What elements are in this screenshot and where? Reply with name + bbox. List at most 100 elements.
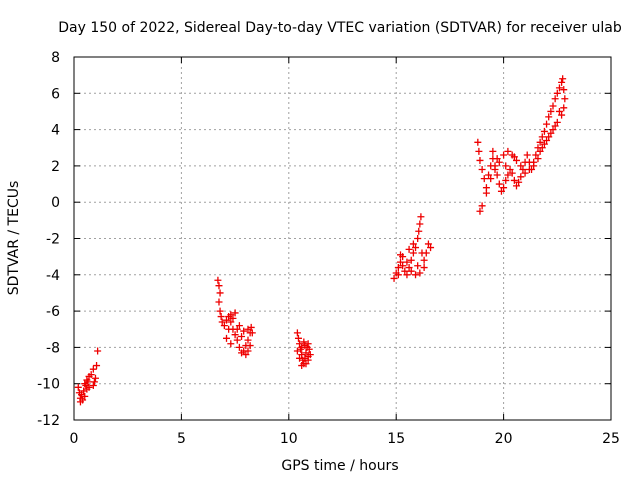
data-point [216, 307, 224, 315]
grid-lines [74, 57, 611, 420]
data-point [551, 122, 559, 130]
data-point [304, 352, 312, 360]
data-point [543, 120, 551, 128]
data-point [233, 325, 241, 333]
data-point [305, 345, 313, 353]
data-point [512, 156, 520, 164]
y-tick-label: -10 [37, 377, 60, 393]
data-point [235, 322, 243, 330]
data-point [534, 155, 542, 163]
data-point [409, 249, 417, 257]
data-point [244, 347, 252, 355]
data-point [512, 182, 520, 190]
data-point [415, 227, 423, 235]
x-axis: 0 5 10 15 20 25 [70, 57, 620, 447]
data-point [502, 162, 510, 170]
data-point [510, 176, 518, 184]
data-point [474, 138, 482, 146]
data-point [394, 271, 402, 279]
data-point [301, 342, 309, 350]
data-point [76, 398, 84, 406]
data-point [293, 347, 301, 355]
data-point [504, 171, 512, 179]
y-tick-label: -6 [46, 304, 60, 320]
data-point [424, 240, 432, 248]
data-point [89, 382, 97, 390]
data-point [94, 347, 102, 355]
data-point [502, 176, 510, 184]
data-point [482, 189, 490, 197]
data-point [412, 271, 420, 279]
data-point [401, 267, 409, 275]
data-point [93, 362, 101, 370]
x-axis-label: GPS time / hours [281, 458, 398, 474]
data-point [495, 158, 503, 166]
y-tick-label: 2 [51, 159, 60, 175]
data-point [545, 133, 553, 141]
data-point [246, 342, 254, 350]
data-point [560, 104, 568, 112]
data-point [517, 173, 525, 181]
data-point [422, 249, 430, 257]
data-point [493, 171, 501, 179]
data-point [558, 78, 566, 86]
y-tick-label: -12 [37, 413, 60, 429]
data-point [417, 213, 425, 221]
data-point [504, 147, 512, 155]
data-point [414, 235, 422, 242]
data-point [536, 138, 544, 146]
data-point [399, 262, 407, 270]
data-point [300, 338, 308, 346]
data-point [558, 111, 566, 119]
data-point [223, 334, 231, 342]
data-point [506, 166, 514, 174]
data-point [390, 274, 398, 282]
data-point [523, 151, 531, 159]
y-axis: 8 6 4 2 0 -2 -4 -6 -8 -10 -12 [37, 50, 611, 429]
data-point [89, 365, 97, 373]
data-point [538, 144, 546, 152]
data-point [83, 376, 91, 384]
data-point [547, 129, 555, 137]
data-point [525, 166, 533, 174]
data-point [216, 289, 224, 297]
y-tick-label: 4 [51, 123, 60, 139]
data-point [85, 383, 93, 391]
data-point [91, 374, 99, 382]
data-point [553, 118, 561, 126]
data-point [409, 240, 417, 248]
data-point [235, 343, 243, 351]
data-point [485, 171, 493, 179]
data-point [215, 282, 223, 290]
data-point [545, 113, 553, 121]
data-point [487, 175, 495, 183]
data-point [238, 333, 246, 341]
data-point [416, 269, 424, 277]
data-point [403, 258, 411, 266]
data-point [396, 258, 404, 266]
data-point [233, 336, 241, 344]
data-point [407, 267, 415, 275]
x-tick-label: 20 [495, 431, 513, 447]
data-point [540, 140, 548, 148]
y-tick-label: -8 [46, 340, 60, 356]
data-point [244, 336, 252, 344]
data-point [495, 180, 503, 188]
data-point [218, 318, 226, 326]
data-point [296, 354, 304, 362]
data-point [536, 147, 544, 155]
data-point [532, 151, 540, 159]
data-point [296, 340, 304, 348]
y-tick-label: -4 [46, 268, 60, 284]
data-point [521, 169, 529, 177]
data-point [227, 318, 235, 326]
data-point [248, 329, 256, 337]
data-point [476, 156, 484, 164]
data-point [559, 75, 567, 83]
data-point [538, 133, 546, 141]
data-point [215, 298, 223, 306]
data-point [90, 378, 98, 386]
data-point [553, 89, 561, 97]
data-point [547, 107, 555, 115]
